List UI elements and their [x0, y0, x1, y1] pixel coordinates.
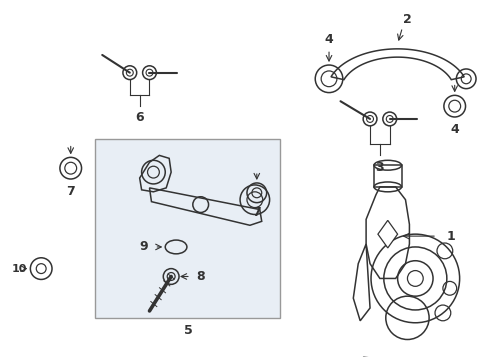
Text: 5: 5: [184, 324, 192, 337]
Bar: [96, 139, 280, 318]
Text: 4: 4: [325, 33, 333, 46]
Text: 3: 3: [375, 161, 384, 174]
Text: 4: 4: [450, 123, 459, 136]
Text: 9: 9: [139, 240, 148, 253]
Text: 10: 10: [12, 264, 27, 274]
Text: 7: 7: [252, 206, 261, 219]
Text: 6: 6: [135, 112, 144, 125]
Text: 1: 1: [447, 230, 456, 243]
Text: 2: 2: [403, 13, 412, 26]
Text: 8: 8: [196, 270, 205, 283]
Bar: [374, 165, 401, 187]
Text: 7: 7: [66, 185, 75, 198]
Polygon shape: [378, 220, 397, 248]
